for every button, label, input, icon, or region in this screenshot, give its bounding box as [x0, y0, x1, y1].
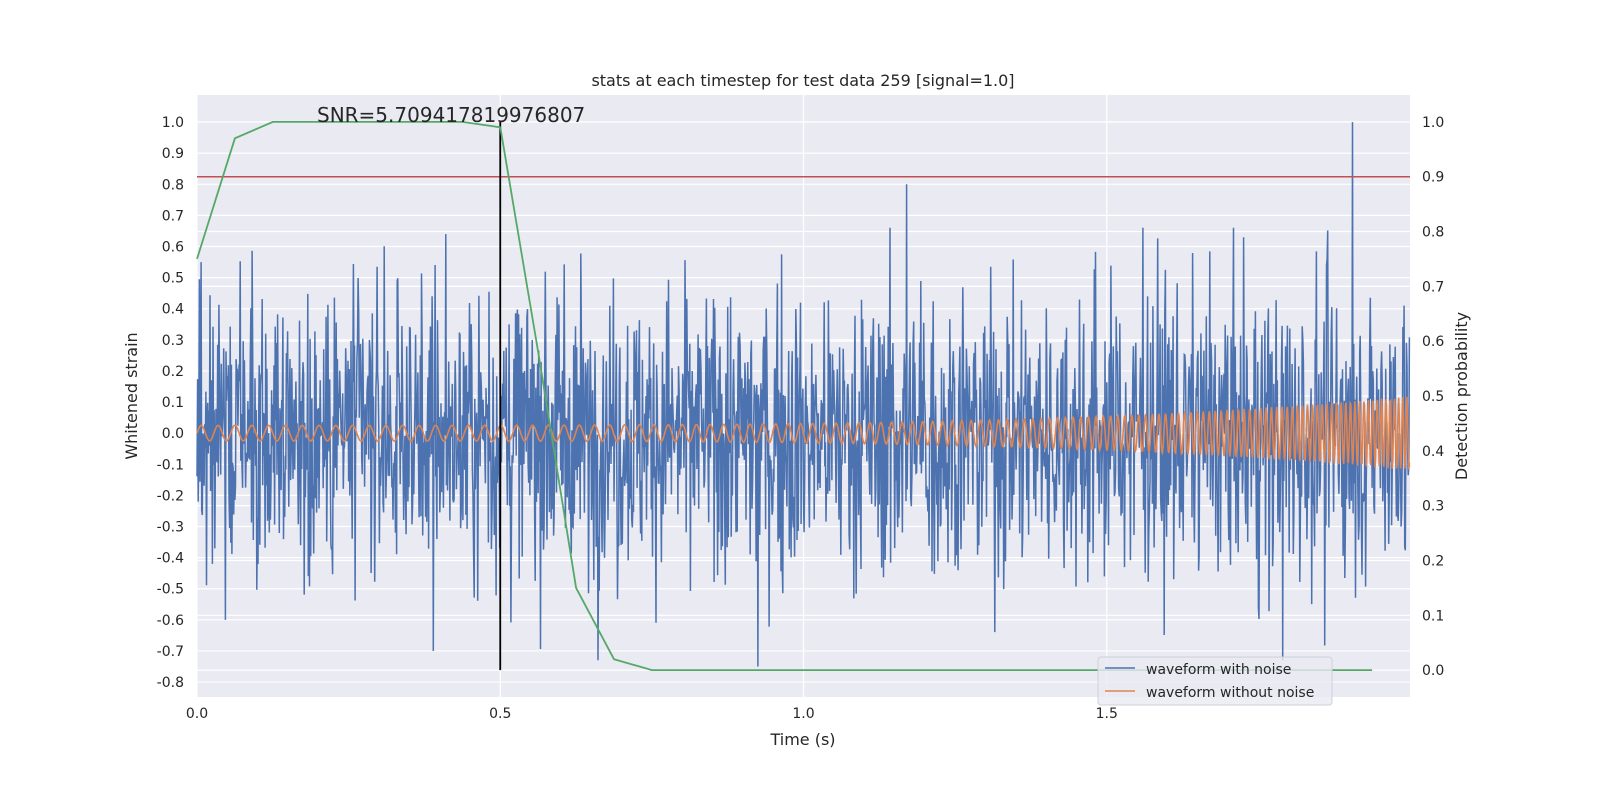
x-tick-label: 1.0: [792, 706, 814, 722]
y-tick-label-right: 0.1: [1422, 608, 1444, 624]
y-tick-label-right: 0.4: [1422, 444, 1444, 460]
y-tick-label-right: 0.6: [1422, 334, 1444, 350]
y-tick-label-left: 1.0: [162, 115, 184, 131]
series-waveform-with-noise: [196, 122, 1411, 667]
y-tick-label-left: 0.1: [162, 395, 184, 411]
y-tick-label-left: -0.3: [157, 520, 184, 536]
legend-label-without-noise: waveform without noise: [1146, 685, 1314, 701]
y-tick-label-right: 0.3: [1422, 499, 1444, 515]
y-axis-label-left: Whitened strain: [122, 332, 141, 459]
legend-label-with-noise: waveform with noise: [1146, 662, 1291, 678]
y-tick-label-left: -0.5: [157, 582, 184, 598]
x-tick-label: 1.5: [1096, 706, 1118, 722]
y-tick-label-left: 0.4: [162, 302, 184, 318]
y-tick-label-left: -0.1: [157, 457, 184, 473]
y-tick-label-left: 0.8: [162, 177, 184, 193]
legend: waveform with noise waveform without noi…: [1097, 656, 1333, 706]
chart-title: stats at each timestep for test data 259…: [591, 71, 1014, 90]
y-tick-label-left: -0.6: [157, 613, 184, 629]
y-tick-label-left: 0.0: [162, 426, 184, 442]
x-tick-label: 0.0: [186, 706, 208, 722]
x-tick-label: 0.5: [489, 706, 511, 722]
legend-box: [1097, 656, 1333, 706]
y-tick-label-left: 0.5: [162, 271, 184, 287]
y-tick-label-left: -0.4: [157, 551, 184, 567]
y-axis-label-right: Detection probability: [1452, 312, 1471, 480]
y-tick-label-left: 0.2: [162, 364, 184, 380]
y-tick-label-left: -0.7: [157, 644, 184, 660]
y-tick-label-left: 0.9: [162, 146, 184, 162]
y-tick-label-right: 0.7: [1422, 279, 1444, 295]
y-tick-label-right: 0.8: [1422, 225, 1444, 241]
y-tick-label-right: 0.0: [1422, 663, 1444, 679]
y-tick-label-left: 0.3: [162, 333, 184, 349]
y-tick-label-left: -0.2: [157, 488, 184, 504]
y-tick-label-right: 0.9: [1422, 170, 1444, 186]
x-axis-label: Time (s): [769, 730, 835, 749]
y-tick-label-right: 0.5: [1422, 389, 1444, 405]
y-tick-label-left: 0.6: [162, 240, 184, 256]
y-tick-label-right: 0.2: [1422, 553, 1444, 569]
series-layer: [196, 121, 1411, 671]
y-tick-label-left: -0.8: [157, 675, 184, 691]
y-tick-label-right: 1.0: [1422, 115, 1444, 131]
y-tick-label-left: 0.7: [162, 208, 184, 224]
snr-annotation: SNR=5.709417819976807: [317, 103, 585, 127]
tick-labels: 0.0 0.5 1.0 1.5 -0.8 -0.7 -0.6 -0.5 -0.4 -0.3 -0.2…: [157, 115, 1445, 722]
series-waveform-without-noise: [196, 396, 1411, 470]
